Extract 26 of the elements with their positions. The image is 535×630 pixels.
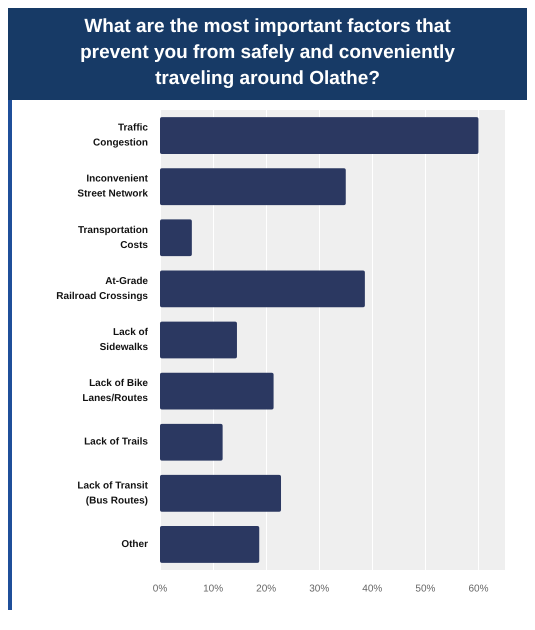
y-tick-label: Other (121, 538, 148, 550)
x-tick-label: 30% (309, 584, 330, 594)
x-tick-label: 40% (362, 584, 382, 594)
bar (160, 322, 237, 358)
y-tick-label: Transportation Costs (78, 224, 148, 251)
y-tick-label: Lack of Sidewalks (100, 327, 149, 353)
x-tick-label: 0% (152, 584, 168, 594)
y-tick-label: Traffic Congestion (93, 122, 148, 149)
bar (160, 526, 260, 563)
bar (160, 117, 478, 154)
y-tick-label: Inconvenient Street Network (77, 174, 149, 200)
bar (160, 219, 192, 256)
y-tick-label: Lack of Trails (84, 436, 148, 448)
y-tick-label: Lack of Transit (Bus Routes) (77, 480, 149, 506)
bar (160, 424, 223, 461)
bar (160, 474, 282, 512)
bar (160, 270, 365, 308)
y-tick-label: At-Grade Railroad Crossings (56, 276, 148, 302)
y-tick-label: Lack of Bike Lanes/Routes (82, 378, 148, 404)
x-tick-label: 10% (203, 584, 224, 594)
chart-title: What are the most important factors that prevent you from safely and conveniently traveling around Olathe? (79, 15, 456, 91)
bar (160, 168, 346, 206)
x-tick-label: 50% (415, 584, 436, 594)
x-tick-label: 60% (468, 584, 489, 594)
bar (160, 372, 274, 410)
x-tick-label: 20% (256, 584, 276, 594)
